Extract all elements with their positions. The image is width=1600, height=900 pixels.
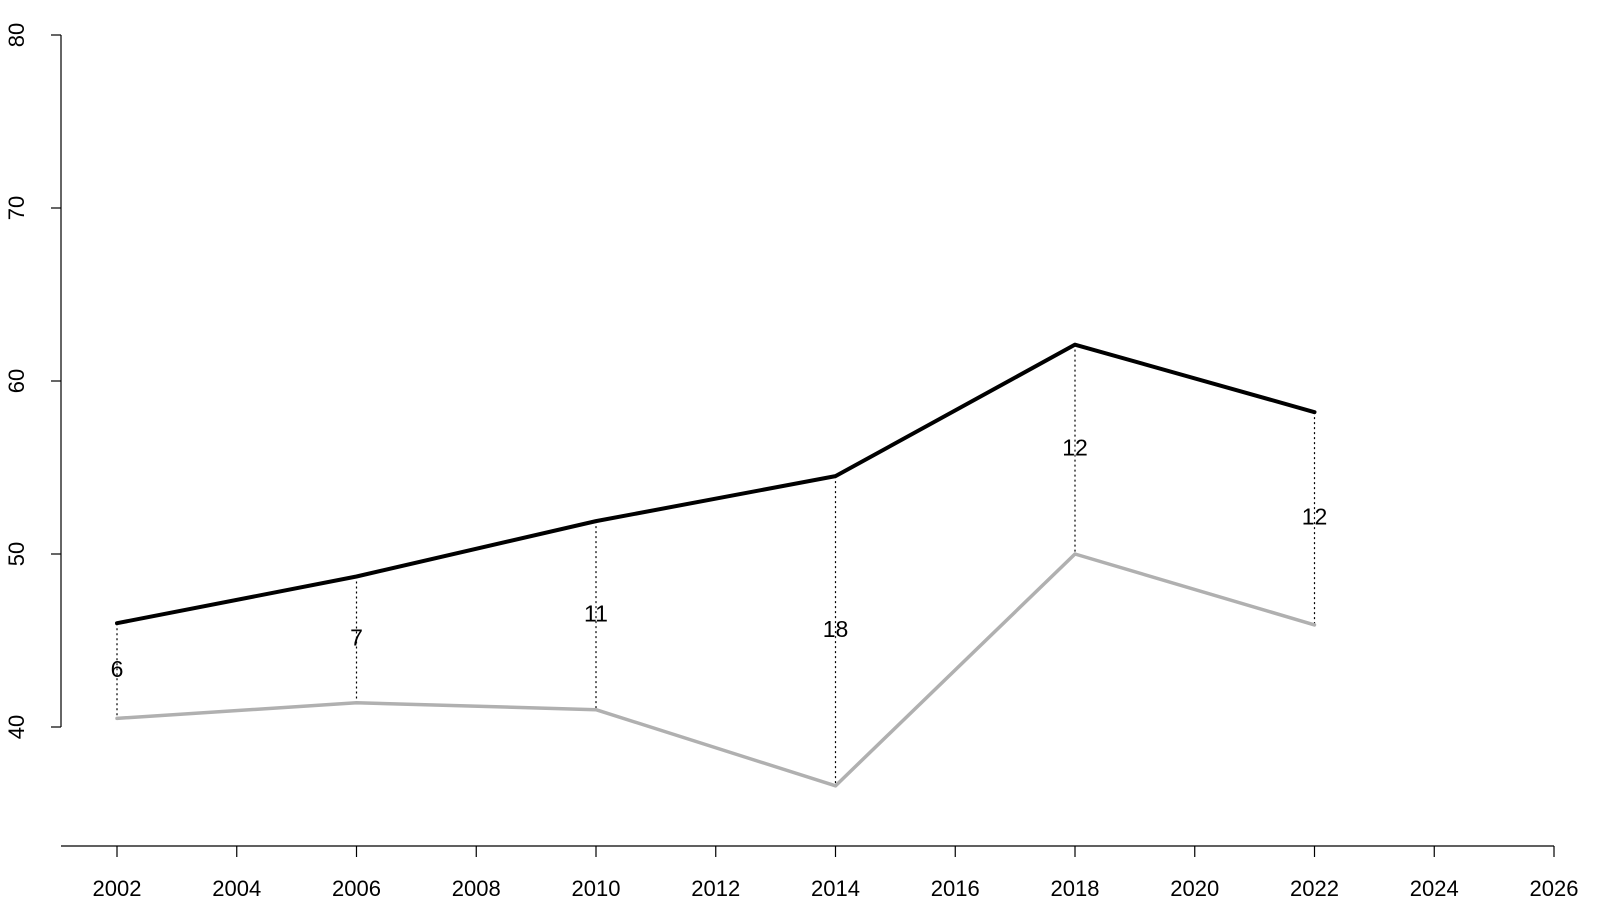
y-tick-label: 40 <box>4 715 29 739</box>
gap-labels: 6 7 11 18 12 12 <box>111 434 1328 681</box>
gap-label: 6 <box>111 656 124 682</box>
x-tick-label: 2016 <box>931 876 980 900</box>
y-tick-label: 50 <box>4 542 29 566</box>
gap-connectors <box>116 344 1316 786</box>
y-tick-label: 60 <box>4 369 29 393</box>
series-line-upper <box>115 342 1317 626</box>
x-tick-label: 2020 <box>1170 876 1219 900</box>
x-tick-label: 2022 <box>1290 876 1339 900</box>
series-line-lower <box>115 552 1317 788</box>
x-tick-label: 2002 <box>93 876 142 900</box>
gap-label: 11 <box>584 600 608 626</box>
x-tick-label: 2014 <box>811 876 860 900</box>
x-tick-label: 2006 <box>332 876 381 900</box>
x-tick-label: 2004 <box>212 876 261 900</box>
x-tick-label: 2008 <box>452 876 501 900</box>
y-tick-label: 80 <box>4 23 29 47</box>
x-tick-label: 2010 <box>572 876 621 900</box>
axes: 40 50 60 70 80 2002 2004 2006 2008 2010 2012 2014 20… <box>4 23 1578 900</box>
x-tick-label: 2012 <box>691 876 740 900</box>
x-tick-label: 2026 <box>1530 876 1579 900</box>
x-tick-label: 2018 <box>1051 876 1100 900</box>
x-tick-label: 2024 <box>1410 876 1459 900</box>
gap-label: 12 <box>1302 504 1328 530</box>
gap-label: 7 <box>350 625 363 651</box>
gap-label: 12 <box>1062 434 1088 460</box>
gap-label: 18 <box>823 616 849 642</box>
series-lines <box>115 342 1317 788</box>
y-tick-label: 70 <box>4 196 29 220</box>
